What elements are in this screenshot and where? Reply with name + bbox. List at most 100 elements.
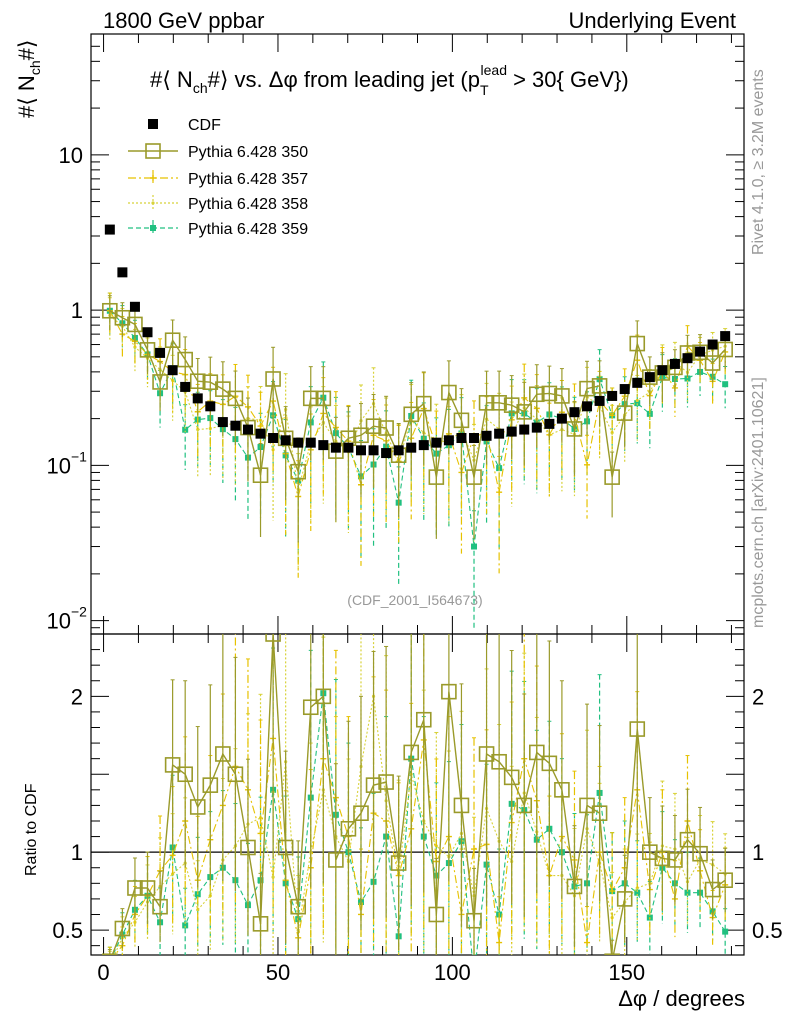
p350-ratio-point	[704, 881, 721, 898]
p350-point	[189, 373, 206, 390]
p350-point	[528, 386, 545, 403]
x-tick-label: 100	[434, 960, 471, 985]
cdf-point	[456, 433, 467, 444]
p350-ratio-point	[240, 839, 256, 856]
cdf-point	[406, 442, 417, 453]
p357-point	[496, 489, 503, 496]
legend-label-cdf: CDF	[188, 117, 221, 134]
p350-point	[290, 463, 307, 480]
cdf-point	[707, 339, 718, 350]
cdf-point	[280, 435, 291, 446]
p350-point	[566, 421, 583, 437]
header-left: 1800 GeV ppbar	[103, 8, 264, 33]
p350-point	[579, 380, 595, 397]
p350-point	[642, 369, 658, 385]
p350-ratio-point	[528, 744, 545, 761]
p350-ratio-point	[302, 699, 319, 716]
p350-point	[541, 385, 558, 402]
legend-label-p350: Pythia 6.428 350	[188, 144, 308, 161]
p350-point	[365, 418, 382, 434]
header-right: Underlying Event	[568, 8, 736, 33]
cdf-point	[669, 358, 680, 369]
p350-point	[629, 335, 646, 352]
cdf-point	[230, 420, 241, 431]
p350-ratio-point	[353, 805, 369, 821]
p350-point	[152, 374, 168, 390]
p350-point	[428, 469, 445, 485]
mcplots-label: mcplots.cern.ch [arXiv:2401.10621]	[750, 377, 767, 628]
p350-ratio-point	[114, 920, 131, 937]
p359-ratio-point	[684, 889, 691, 896]
cdf-point	[268, 433, 279, 444]
p350-ratio-point	[189, 799, 206, 815]
p350-ratio-point	[654, 850, 671, 867]
p350-ratio-point	[554, 782, 570, 798]
p350-point	[616, 405, 633, 421]
ratio-axis-ticks	[91, 649, 744, 947]
p350-ratio-point	[290, 898, 307, 915]
cdf-point	[632, 377, 643, 388]
p350-ratio-point	[277, 839, 294, 856]
p350-ratio-point	[616, 891, 633, 907]
p350-ratio-point	[604, 953, 620, 955]
p350-ratio-point	[491, 753, 507, 770]
ratio-y-axis-label: Ratio to CDF	[23, 783, 40, 876]
p350-ratio-point	[453, 797, 470, 814]
p357-point	[584, 461, 591, 468]
cdf-point	[619, 384, 630, 395]
p350-point	[177, 351, 193, 368]
cdf-point	[494, 428, 505, 439]
p350-ratio-point	[102, 953, 118, 955]
cdf-point	[343, 442, 354, 453]
chart-title: #⟨ Nch#⟩ vs. Δφ from leading jet (pTlead…	[150, 62, 629, 98]
cdf-point	[481, 430, 492, 441]
cdf-point	[318, 440, 329, 451]
cdf-point	[180, 381, 191, 392]
p350-ratio-point	[390, 855, 407, 871]
p357-point	[257, 423, 264, 430]
p358-point	[196, 427, 200, 432]
p350-point	[704, 355, 721, 371]
x-tick-label: 50	[266, 960, 290, 985]
p350-point	[227, 390, 244, 407]
cdf-point	[531, 422, 542, 433]
p357-ratio-point	[471, 846, 478, 853]
x-tick-labels: 0 50 100 150	[97, 960, 645, 985]
p350-ratio-point	[177, 766, 193, 783]
cdf-point	[443, 435, 454, 446]
p350-point	[353, 427, 369, 444]
cdf-point	[569, 407, 580, 418]
p358-ratio-line	[113, 696, 726, 955]
p359-point	[722, 381, 729, 388]
p350-ratio-point	[139, 880, 156, 896]
p350-ratio-point	[227, 766, 244, 783]
p350-ratio-point	[692, 845, 708, 862]
cdf-point	[381, 448, 392, 459]
p350-ratio-point	[466, 912, 482, 929]
cdf-point	[293, 437, 304, 448]
legend-label-p357: Pythia 6.428 357	[188, 171, 308, 188]
p350-point	[378, 420, 394, 436]
p357-point	[609, 412, 616, 419]
main-y-tick-label: 10	[47, 453, 71, 478]
p359-ratio-point	[182, 922, 189, 929]
cdf-point	[155, 347, 166, 358]
cdf-point	[556, 413, 567, 424]
p350-point	[491, 395, 507, 411]
cdf-point	[657, 365, 668, 376]
p350-point	[717, 341, 733, 358]
x-axis-label: Δφ / degrees	[618, 986, 745, 1011]
p357-ratio-point	[169, 852, 176, 859]
p358-ratio-point	[271, 875, 275, 879]
cdf-point	[117, 267, 128, 278]
cdf-point	[330, 442, 341, 453]
p350-point	[478, 395, 495, 411]
p350-ratio-point	[441, 683, 457, 700]
p350-point	[453, 412, 470, 429]
cdf-point	[644, 372, 655, 383]
p350-ratio-point	[328, 852, 344, 868]
p350-ratio-point	[315, 688, 332, 705]
p350-point	[127, 316, 143, 333]
p350-ratio-point	[202, 777, 219, 793]
